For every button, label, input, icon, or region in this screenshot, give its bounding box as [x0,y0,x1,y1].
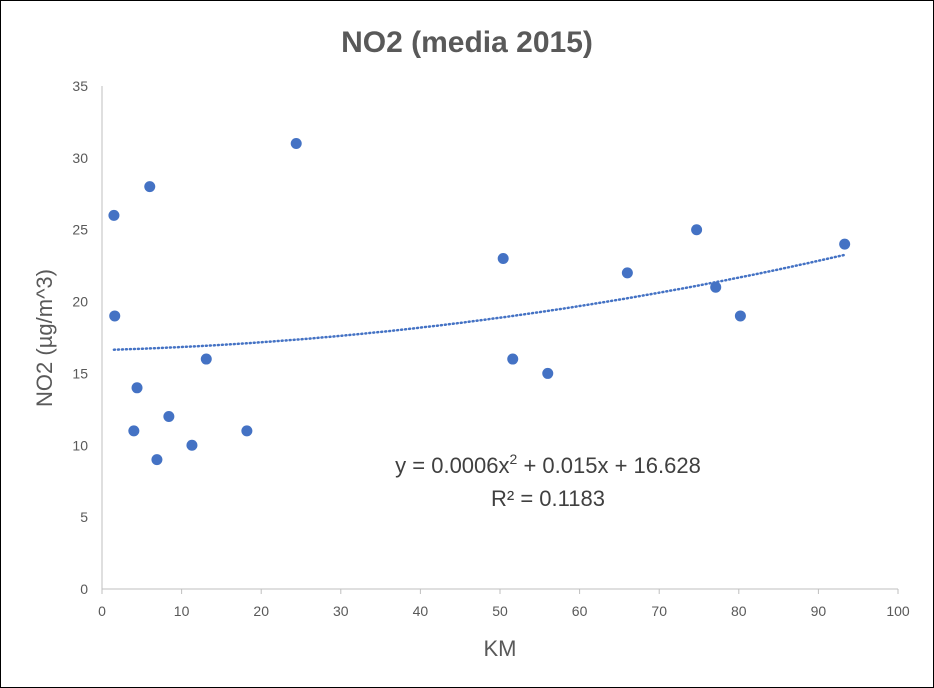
data-point [108,209,120,221]
data-point [186,439,198,451]
y-tick-label: 30 [72,150,88,166]
data-point [542,367,554,379]
data-point [163,411,175,423]
y-tick-label: 25 [72,222,88,238]
trendline [112,253,846,351]
x-tick-labels: 0 10 20 30 40 50 60 70 80 90 100 [98,589,910,619]
x-tick-label: 50 [492,603,508,619]
y-tick-label: 15 [72,365,88,381]
equation-prefix: y = 0.0006x [395,453,509,478]
x-tick-label: 80 [731,603,747,619]
y-axis-label: NO2 (µg/m^3) [32,269,57,407]
y-tick-label: 10 [72,437,88,453]
r-squared-label: R² = 0.1183 [491,486,605,511]
x-tick-label: 30 [333,603,349,619]
data-point [131,382,143,394]
trendline-equation: y = 0.0006x2 + 0.015x + 16.628 [395,451,701,478]
x-tick-label: 10 [174,603,190,619]
data-point [839,238,851,250]
x-axis-label: KM [484,636,517,661]
x-tick-label: 70 [651,603,667,619]
data-point [128,425,140,437]
data-point [144,181,156,193]
y-tick-label: 5 [80,509,88,525]
data-point [151,454,163,466]
x-tick-label: 60 [572,603,588,619]
data-point [241,425,253,437]
data-point [290,137,302,149]
data-point [200,353,212,365]
x-tick-label: 20 [253,603,269,619]
data-point [734,310,746,322]
y-tick-labels: 0 5 10 15 20 25 30 35 [72,78,88,597]
data-point [497,252,509,264]
y-tick-label: 20 [72,294,88,310]
x-tick-label: 90 [811,603,827,619]
equation-suffix: + 0.015x + 16.628 [517,453,701,478]
equation-exponent: 2 [510,451,518,467]
x-tick-label: 40 [413,603,429,619]
data-point [691,224,703,236]
y-tick-label: 35 [72,78,88,94]
data-point [710,281,722,293]
y-tick-label: 0 [80,581,88,597]
x-tick-label: 0 [98,603,106,619]
data-point [109,310,121,322]
data-point [621,267,633,279]
data-points [108,137,851,466]
chart-title: NO2 (media 2015) [341,26,593,59]
data-point [507,353,519,365]
x-tick-label: 100 [886,603,910,619]
